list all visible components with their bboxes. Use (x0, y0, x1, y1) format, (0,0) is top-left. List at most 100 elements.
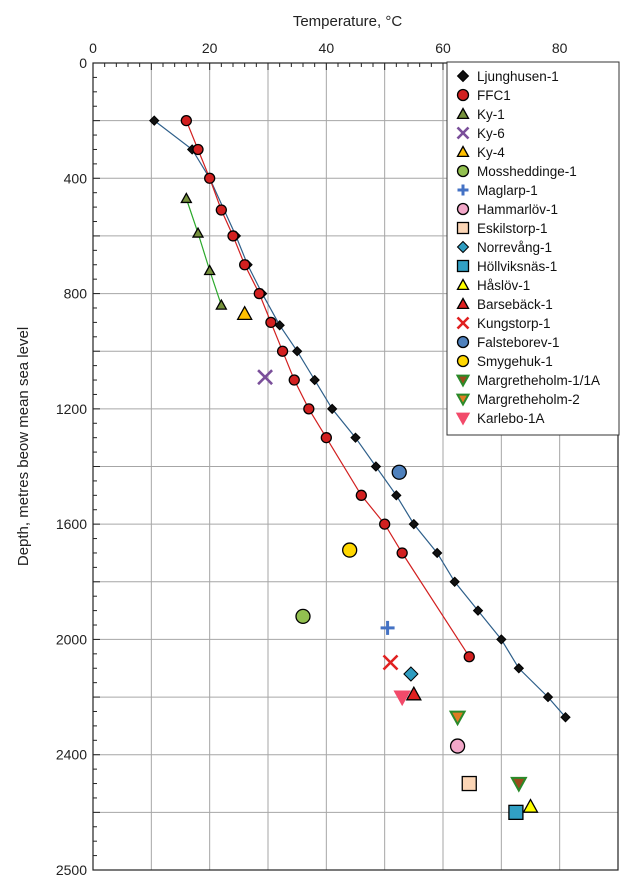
legend-label-karlebo-1a: Karlebo-1A (477, 411, 545, 426)
point-ffc1 (253, 287, 265, 300)
point-ffc1 (192, 143, 204, 156)
x-tick-label: 80 (552, 40, 568, 56)
series-points (149, 114, 571, 821)
x-tick-label: 0 (89, 40, 97, 56)
legend-label-norrev-ng-1: Norrevång-1 (477, 240, 552, 255)
point-karlebo-1a (393, 690, 411, 707)
point-ffc1 (180, 114, 192, 127)
point-ljunghusen-1 (149, 115, 160, 126)
point-ky-1 (215, 298, 228, 310)
legend-marker-ky-6 (456, 126, 470, 140)
point-ffc1 (265, 316, 277, 329)
legend-marker-margretheholm-2 (455, 393, 471, 407)
legend-label-barseb-ck-1: Barsebäck-1 (477, 297, 553, 312)
x-stroke (456, 316, 470, 330)
legend-label-maglarp-1: Maglarp-1 (477, 183, 538, 198)
y-tick-label: 2000 (56, 631, 87, 647)
point-ffc1 (303, 403, 315, 415)
y-tick-label: 800 (64, 286, 88, 302)
point-eskilstorp-1 (461, 775, 477, 792)
point-margretheholm-2 (448, 710, 467, 727)
legend-box (446, 61, 620, 436)
legend-label-eskilstorp-1: Eskilstorp-1 (477, 221, 548, 236)
legend-marker-norrev-ng-1 (456, 240, 470, 254)
point-ffc1 (215, 204, 227, 216)
point-ffc1 (396, 547, 408, 559)
legend-marker-eskilstorp-1 (456, 221, 470, 235)
x-stroke (382, 654, 399, 671)
grid-lines (93, 63, 618, 870)
legend-marker-falsteborev-1 (456, 335, 470, 349)
legend-label-hammarl-v-1: Hammarlöv-1 (477, 202, 558, 217)
x-stroke (257, 369, 274, 386)
legend-marker-h-llviksn-s-1 (456, 259, 470, 273)
x-tick-label: 60 (435, 40, 451, 56)
point-ky-1 (180, 192, 193, 204)
y-tick-label: 2500 (56, 862, 87, 878)
legend-label-ky-4: Ky-4 (477, 145, 505, 160)
legend-marker-maglarp-1 (457, 184, 469, 196)
point-ljunghusen-1 (350, 432, 361, 443)
y-tick-label: 2400 (56, 747, 87, 763)
legend: Ljunghusen-1 FFC1 Ky-1 Ky-6 Ky-4 Mossheddinge… (446, 61, 620, 436)
point-ffc1 (204, 172, 216, 184)
legend-label-smygehuk-1: Smygehuk-1 (477, 354, 553, 369)
point-ky-1 (203, 264, 216, 276)
point-h-sl-v-1 (522, 798, 539, 813)
legend-label-margretheholm-2: Margretheholm-2 (477, 392, 580, 407)
legend-marker-barseb-ck-1 (456, 297, 470, 310)
legend-label-ljunghusen-1: Ljunghusen-1 (477, 69, 559, 84)
legend-marker-smygehuk-1 (456, 354, 470, 368)
legend-label-ffc1: FFC1 (477, 88, 511, 103)
point-ky-1 (191, 226, 205, 238)
point-ljunghusen-1 (431, 547, 443, 559)
legend-marker-hammarl-v-1 (456, 202, 470, 216)
x-stroke (456, 126, 470, 140)
point-ky-4 (236, 305, 253, 320)
x-axis-title: Temperature, °C (293, 13, 403, 30)
y-tick-label: 1200 (56, 401, 87, 417)
legend-label-ky-6: Ky-6 (477, 126, 505, 141)
legend-label-h-llviksn-s-1: Höllviksnäs-1 (477, 259, 557, 274)
point-ffc1 (320, 432, 332, 444)
y-tick-label: 400 (64, 170, 88, 186)
point-ljunghusen-1 (408, 518, 420, 530)
point-norrev-ng-1 (403, 666, 419, 682)
point-ljunghusen-1 (309, 374, 320, 386)
y-axis-title: Depth, metres beow mean sea level (15, 327, 32, 566)
legend-label-mossheddinge-1: Mossheddinge-1 (477, 164, 577, 179)
legend-marker-ljunghusen-1 (456, 69, 470, 83)
point-ljunghusen-1 (391, 490, 402, 501)
point-kungstorp-1 (382, 654, 399, 671)
point-ffc1 (355, 489, 367, 501)
legend-marker-h-sl-v-1 (456, 278, 470, 291)
point-margretheholm-1-1a (510, 776, 528, 793)
legend-marker-kungstorp-1 (456, 316, 470, 330)
legend-marker-margretheholm-1-1a (455, 374, 471, 388)
y-tick-label: 1600 (56, 516, 87, 532)
point-ffc1 (463, 651, 475, 663)
legend-marker-mossheddinge-1 (456, 164, 470, 178)
point-ffc1 (276, 345, 289, 357)
point-ffc1 (239, 259, 251, 271)
point-ljunghusen-1 (560, 712, 571, 723)
y-tick-label: 0 (79, 55, 87, 71)
point-ljunghusen-1 (291, 346, 303, 357)
point-ffc1 (379, 518, 391, 530)
legend-label-margretheholm-1-1a: Margretheholm-1/1A (477, 373, 600, 388)
legend-label-ky-1: Ky-1 (477, 107, 505, 122)
legend-marker-ky-4 (456, 145, 470, 158)
point-ffc1 (288, 374, 300, 386)
point-ky-6 (257, 369, 274, 386)
x-tick-label: 20 (202, 40, 218, 56)
point-ljunghusen-1 (513, 663, 525, 674)
series-line-ky-1 (185, 198, 222, 306)
point-ljunghusen-1 (472, 605, 484, 616)
point-ljunghusen-1 (326, 403, 338, 415)
point-ljunghusen-1 (449, 576, 460, 587)
point-ljunghusen-1 (496, 634, 507, 645)
point-ljunghusen-1 (370, 461, 382, 472)
legend-marker-karlebo-1a (455, 412, 471, 426)
